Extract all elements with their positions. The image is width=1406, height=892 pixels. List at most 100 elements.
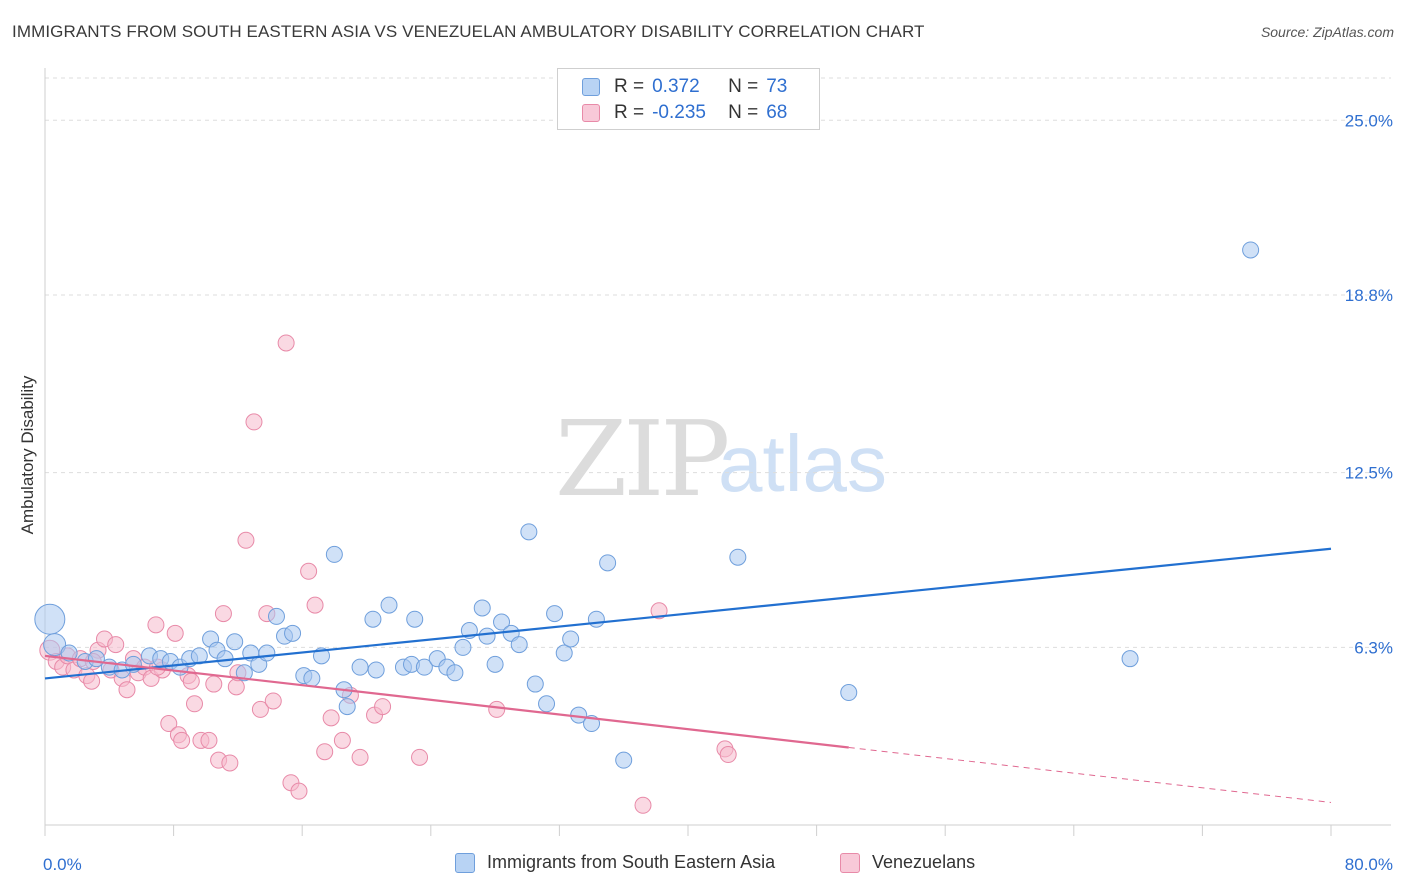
sea-immigrants-point [60,644,78,662]
venezuelans-point [118,681,136,699]
sea-immigrants-point [538,695,556,713]
venezuelans-point [634,796,652,814]
venezuelans-point [351,748,369,766]
sea-immigrants-point [415,658,433,676]
venezuelans-points [39,334,737,814]
sea-immigrants-points [34,241,1260,769]
y-tick-label: 6.3% [1354,638,1393,657]
legend-r-label: R = [614,102,645,123]
venezuelans-point [166,624,184,642]
sea-immigrants-point [486,655,504,673]
venezuelans-point [227,678,245,696]
bottom-legend-item-pink: Venezuelans [840,852,975,873]
sea-immigrants-point [478,627,496,645]
sea-immigrants-point [267,607,285,625]
sea-immigrants-point [258,644,276,662]
y-axis-label: Ambulatory Disability [18,375,37,535]
sea-immigrants-point [226,633,244,651]
sea-immigrants-point [351,658,369,676]
sea-immigrants-point [510,636,528,654]
venezuelans-point [306,596,324,614]
venezuelans-point [147,616,165,634]
venezuelans-point [374,698,392,716]
chart-title: IMMIGRANTS FROM SOUTH EASTERN ASIA VS VE… [12,22,925,41]
legend-n-label: N = [728,102,759,123]
venezuelans-point [205,675,223,693]
sea-immigrants-point [364,610,382,628]
sea-immigrants-point [338,698,356,716]
legend-r-value: 0.372 [652,76,700,97]
legend-swatch-blue [582,78,600,96]
sea-immigrants-trend-line [44,547,1332,680]
bottom-legend-label: Venezuelans [872,852,976,872]
sea-immigrants-point [473,599,491,617]
sea-immigrants-point [446,664,464,682]
correlation-legend: R = 0.372 N = 73 R = -0.235 N = 68 [557,68,820,130]
x-tick-label-max: 80.0% [1345,855,1393,874]
venezuelans-point [277,334,295,352]
venezuelans-point [290,782,308,800]
trend-lines [44,547,1332,803]
venezuelans-point [264,692,282,710]
venezuelans-point [316,743,334,761]
venezuelans-point [221,754,239,772]
venezuelans-point [300,562,318,580]
sea-immigrants-point [34,603,66,635]
tick-labels: 6.3% 12.5% 18.8% 25.0% 0.0% 80.0% [43,111,1393,874]
legend-r-label: R = [614,76,645,97]
sea-immigrants-point [526,675,544,693]
sea-immigrants-point [555,644,573,662]
y-tick-label: 18.8% [1345,286,1393,305]
venezuelans-point [251,700,269,718]
sea-immigrants-point [520,523,538,541]
venezuelans-point [245,413,263,431]
legend-row-pink: R = -0.235 N = 68 [582,101,787,125]
sea-immigrants-point [235,664,253,682]
venezuelans-point [200,731,218,749]
sea-immigrants-point [546,605,564,623]
venezuelans-point [488,700,506,718]
sea-immigrants-point [562,630,580,648]
legend-r-value: -0.235 [652,102,706,123]
sea-immigrants-point [367,661,385,679]
y-tick-label: 25.0% [1345,111,1393,130]
watermark-zip: ZIP [555,398,730,520]
venezuelans-point [214,605,232,623]
venezuelans-point [411,748,429,766]
sea-immigrants-point [729,548,747,566]
venezuelans-point [322,709,340,727]
venezuelans-point [333,731,351,749]
sea-immigrants-point [615,751,633,769]
legend-n-value: 73 [766,76,788,97]
sea-immigrants-point [380,596,398,614]
venezuelans-point [173,731,191,749]
bottom-legend-swatch-blue [455,852,475,873]
x-tick-label-min: 0.0% [43,855,82,874]
venezuelans-point [160,715,178,733]
bottom-legend-swatch-pink [840,852,860,873]
sea-immigrants-point [493,613,511,631]
venezuelans-point [185,695,203,713]
venezuelans-point [83,672,101,690]
bottom-legend-item-blue: Immigrants from South Eastern Asia [455,852,775,873]
venezuelans-trend-line-extrapolated [848,746,1332,803]
legend-n-value: 68 [766,102,788,123]
sea-immigrants-point [1242,241,1260,259]
legend-row-blue: R = 0.372 N = 73 [582,75,787,99]
sea-immigrants-point [43,633,67,657]
source-credit: Source: ZipAtlas.com [1260,24,1394,40]
venezuelans-trend-line [44,654,849,749]
venezuelans-point [182,672,200,690]
venezuelans-point [650,602,668,620]
venezuelans-point [237,531,255,549]
sea-immigrants-point [599,554,617,572]
sea-immigrants-point [406,610,424,628]
venezuelans-point [107,636,125,654]
sea-immigrants-point [325,545,343,563]
sea-immigrants-point [303,669,321,687]
watermark-atlas: atlas [718,419,887,508]
sea-immigrants-point [840,684,858,702]
sea-immigrants-point [1121,650,1139,668]
axes [44,68,1391,836]
